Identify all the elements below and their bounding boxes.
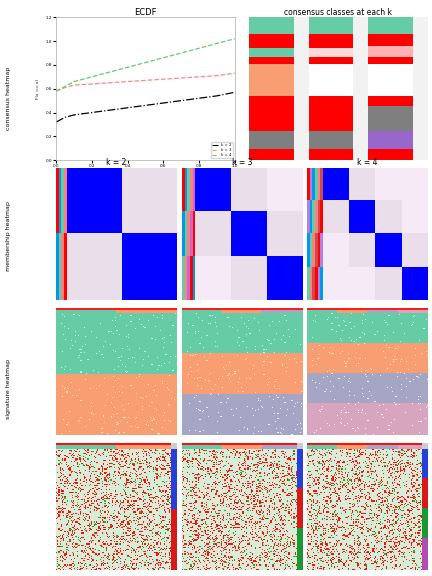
Legend: k = 2, k = 3, k = 4: k = 2, k = 3, k = 4 bbox=[211, 142, 233, 158]
Title: consensus classes at each k: consensus classes at each k bbox=[284, 7, 392, 17]
X-axis label: consensus x value (x): consensus x value (x) bbox=[123, 174, 168, 178]
Title: ECDF: ECDF bbox=[134, 7, 157, 17]
Text: membership heatmap: membership heatmap bbox=[6, 201, 11, 271]
Y-axis label: F(x <= x): F(x <= x) bbox=[36, 79, 40, 98]
Text: consensus heatmap: consensus heatmap bbox=[6, 66, 11, 130]
Title: k = 3: k = 3 bbox=[232, 158, 252, 167]
Title: k = 4: k = 4 bbox=[357, 158, 378, 167]
Title: k = 2: k = 2 bbox=[106, 158, 127, 167]
Text: signature heatmap: signature heatmap bbox=[6, 359, 11, 419]
